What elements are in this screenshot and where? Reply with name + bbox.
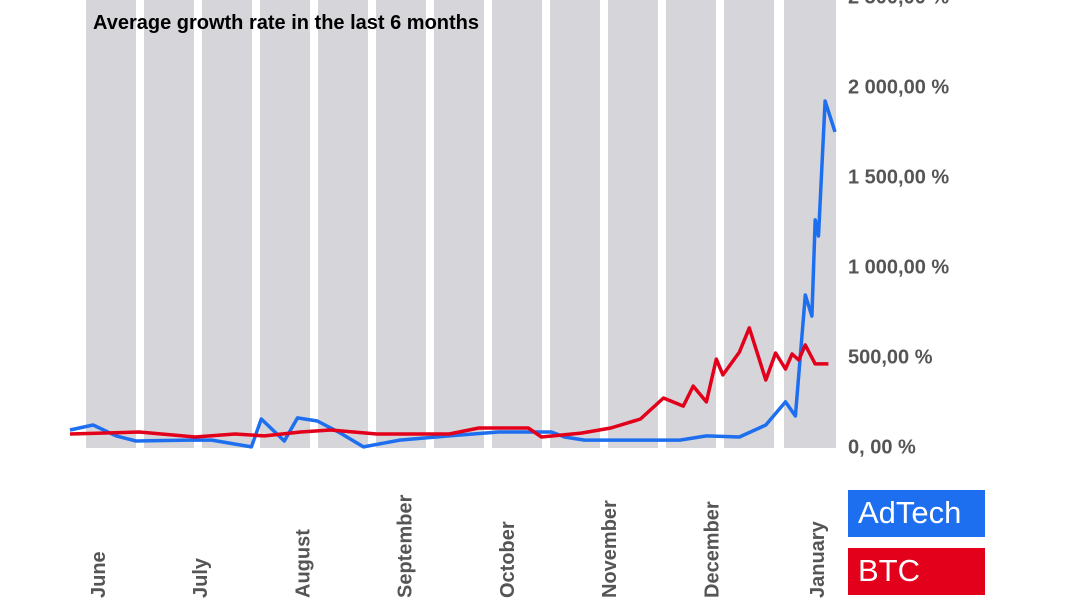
legend-label: BTC [858, 553, 920, 588]
background-stripes [86, 0, 836, 448]
stripe [434, 0, 484, 448]
line-series [69, 326, 829, 439]
y-tick-label: 2 000,00 % [848, 76, 949, 98]
y-tick-label: 1 000,00 % [848, 256, 949, 278]
stripe [144, 0, 194, 448]
stripe [202, 0, 252, 448]
stripe [376, 0, 426, 448]
x-tick-label: July [190, 557, 212, 598]
stripe [784, 0, 836, 448]
y-tick-label: 500,00 % [848, 346, 933, 368]
y-tick-label: 2 500,00 % [848, 0, 949, 8]
legend-swatch [848, 490, 985, 537]
stripe [318, 0, 368, 448]
stripe [608, 0, 658, 448]
stripe [666, 0, 716, 448]
stripe [260, 0, 310, 448]
legend-swatch [848, 548, 985, 595]
y-tick-label: 1 500,00 % [848, 166, 949, 188]
x-tick-label: December [701, 501, 723, 598]
x-tick-label: November [599, 500, 621, 598]
stripe [86, 0, 136, 448]
stripe [492, 0, 542, 448]
legend-label: AdTech [858, 495, 961, 530]
x-tick-label: August [292, 529, 314, 598]
chart-title: Average growth rate in the last 6 months [93, 12, 479, 34]
x-tick-label: October [497, 521, 519, 598]
line-series [69, 99, 837, 449]
y-tick-label: 0, 00 % [848, 436, 916, 458]
x-tick-label: June [88, 551, 110, 598]
x-tick-label: January [807, 520, 829, 598]
stripe [550, 0, 600, 448]
x-tick-label: September [395, 494, 417, 598]
stripe [724, 0, 774, 448]
